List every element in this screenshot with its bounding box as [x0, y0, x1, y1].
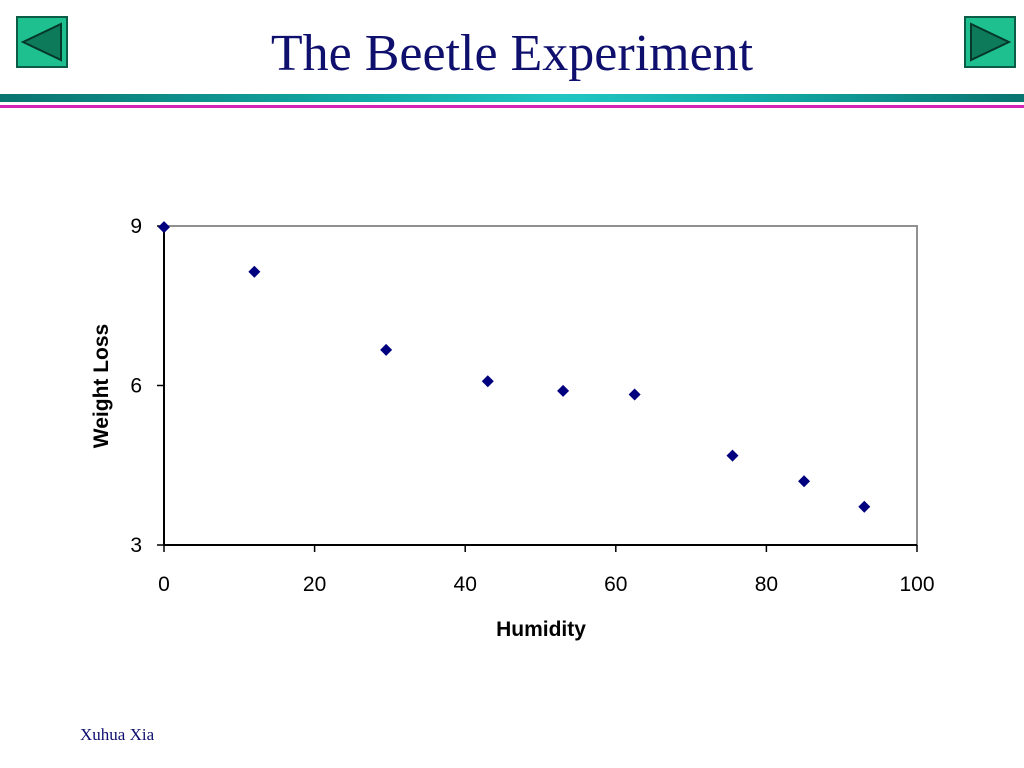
- title-rule-pink: [0, 105, 1024, 108]
- data-point: [557, 384, 570, 397]
- slide-title: The Beetle Experiment: [270, 25, 754, 82]
- x-tick-label: 40: [454, 573, 477, 596]
- plot-area: [163, 225, 918, 546]
- x-tick-label: 60: [604, 573, 627, 596]
- data-point: [248, 265, 261, 278]
- next-slide-button[interactable]: [964, 16, 1016, 68]
- y-ticks: 3 6 9: [130, 215, 164, 557]
- data-point: [380, 343, 393, 356]
- x-axis-label: Humidity: [496, 618, 586, 641]
- triangle-left-icon: [16, 16, 68, 68]
- triangle-right-icon: [964, 16, 1016, 68]
- data-point: [726, 449, 739, 462]
- x-tick-label: 100: [899, 573, 934, 596]
- x-tick-label: 0: [158, 573, 170, 596]
- data-point: [628, 388, 641, 401]
- x-tick-label: 80: [755, 573, 778, 596]
- footer-author: Xuhua Xia: [80, 725, 155, 744]
- data-points: [158, 221, 871, 513]
- data-point: [858, 500, 871, 513]
- data-point: [158, 221, 170, 234]
- title-rule-teal: [0, 94, 1024, 102]
- previous-slide-button[interactable]: [16, 16, 68, 68]
- x-tick-label: 20: [303, 573, 326, 596]
- y-tick-label: 3: [130, 534, 142, 557]
- y-axis-label: Weight Loss: [90, 324, 113, 448]
- y-tick-label: 9: [130, 215, 142, 238]
- data-point: [481, 375, 494, 388]
- data-point: [798, 475, 811, 488]
- x-ticks: 0 20 40 60 80 100: [158, 545, 935, 596]
- y-tick-label: 6: [130, 375, 142, 398]
